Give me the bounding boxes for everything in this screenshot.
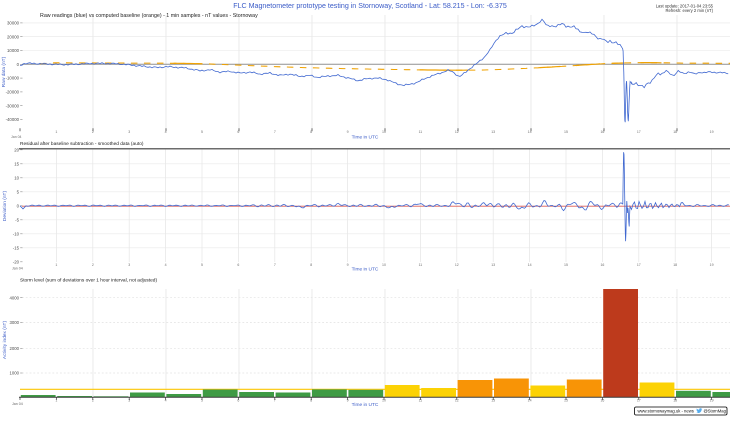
svg-text:10000: 10000: [7, 48, 20, 53]
svg-text:3: 3: [128, 263, 130, 267]
svg-text:2000: 2000: [9, 346, 19, 351]
svg-text:9: 9: [347, 130, 349, 134]
svg-text:9: 9: [347, 398, 349, 402]
svg-text:3: 3: [128, 398, 130, 402]
svg-text:5: 5: [201, 398, 203, 402]
svg-text:4: 4: [165, 398, 167, 402]
svg-text:6: 6: [237, 263, 239, 267]
svg-text:13: 13: [491, 263, 495, 267]
svg-text:15: 15: [564, 398, 568, 402]
svg-text:Jan 04: Jan 04: [12, 402, 23, 406]
svg-text:FLC Magnetometer prototype tes: FLC Magnetometer prototype testing in St…: [233, 2, 507, 10]
svg-text:6: 6: [237, 130, 239, 134]
svg-text:10: 10: [382, 130, 386, 134]
svg-text:-5: -5: [15, 217, 19, 222]
svg-text:16: 16: [600, 130, 604, 134]
svg-text:Raw readings (blue) vs compute: Raw readings (blue) vs computed baseline…: [40, 13, 258, 19]
svg-text:11: 11: [419, 398, 423, 402]
svg-text:-10000: -10000: [6, 76, 20, 81]
svg-text:14: 14: [528, 398, 532, 402]
svg-text:-30000: -30000: [6, 103, 20, 108]
svg-text:17: 17: [637, 263, 641, 267]
svg-text:14: 14: [528, 130, 532, 134]
svg-text:10: 10: [382, 263, 386, 267]
svg-text:20000: 20000: [7, 34, 20, 39]
svg-text:-20000: -20000: [6, 90, 20, 95]
svg-text:Time in UTC: Time in UTC: [352, 134, 379, 140]
svg-text:5: 5: [201, 263, 203, 267]
svg-text:16: 16: [600, 398, 604, 402]
svg-text:10: 10: [382, 398, 386, 402]
svg-text:5: 5: [17, 189, 20, 194]
svg-text:Activity index (nT): Activity index (nT): [2, 321, 8, 360]
svg-text:17: 17: [637, 398, 641, 402]
svg-text:Time in UTC: Time in UTC: [352, 266, 379, 272]
svg-text:19: 19: [710, 130, 714, 134]
svg-text:1: 1: [55, 263, 57, 267]
svg-text:-10: -10: [13, 231, 20, 236]
svg-text:15: 15: [564, 130, 568, 134]
svg-text:4: 4: [165, 263, 167, 267]
svg-text:8: 8: [310, 263, 312, 267]
svg-text:Residual after baseline subtra: Residual after baseline subtraction - sm…: [20, 141, 144, 147]
svg-text:3: 3: [128, 130, 130, 134]
svg-text:11: 11: [419, 263, 423, 267]
svg-text:13: 13: [491, 130, 495, 134]
svg-text:Jan 04: Jan 04: [11, 135, 22, 139]
svg-text:0: 0: [17, 203, 20, 208]
svg-text:8: 8: [310, 398, 312, 402]
svg-text:Refresh: every 2 min (nT): Refresh: every 2 min (nT): [666, 8, 714, 13]
svg-text:-20: -20: [13, 259, 20, 264]
svg-text:7: 7: [274, 130, 276, 134]
svg-text:Deviation (nT): Deviation (nT): [2, 191, 8, 222]
svg-text:13: 13: [491, 398, 495, 402]
svg-text:18: 18: [673, 398, 677, 402]
svg-text:7: 7: [274, 398, 276, 402]
svg-text:15: 15: [14, 161, 19, 166]
svg-text:Storm level (sum of deviations: Storm level (sum of deviations over 1 ho…: [20, 278, 157, 284]
svg-text:Jan 04: Jan 04: [12, 267, 23, 271]
svg-text:5: 5: [201, 130, 203, 134]
svg-text:1000: 1000: [9, 371, 19, 376]
svg-text:20: 20: [14, 147, 19, 152]
svg-text:www.stornowaymag.uk - news: www.stornowaymag.uk - news: [638, 409, 694, 414]
svg-text:Last update: 2017-01-04 23:55: Last update: 2017-01-04 23:55: [656, 4, 714, 9]
svg-text:12: 12: [455, 263, 459, 267]
svg-text:19: 19: [710, 398, 714, 402]
svg-text:19: 19: [710, 263, 714, 267]
svg-text:14: 14: [528, 263, 532, 267]
svg-text:2: 2: [92, 263, 94, 267]
svg-text:3000: 3000: [9, 320, 19, 325]
svg-text:6: 6: [237, 398, 239, 402]
svg-text:Time in UTC: Time in UTC: [352, 402, 379, 408]
svg-text:11: 11: [419, 130, 423, 134]
svg-text:0: 0: [17, 62, 20, 67]
svg-text:12: 12: [455, 130, 459, 134]
svg-text:12: 12: [455, 398, 459, 402]
svg-text:10: 10: [14, 175, 19, 180]
svg-text:15: 15: [564, 263, 568, 267]
svg-text:-15: -15: [13, 245, 20, 250]
svg-text:4000: 4000: [9, 295, 19, 300]
svg-text:7: 7: [274, 263, 276, 267]
svg-text:30000: 30000: [7, 21, 20, 26]
svg-text:18: 18: [673, 130, 677, 134]
svg-text:17: 17: [637, 130, 641, 134]
svg-text:1: 1: [55, 398, 57, 402]
svg-text:Raw data (nT): Raw data (nT): [1, 56, 7, 87]
svg-text:2: 2: [92, 130, 94, 134]
svg-text:1: 1: [55, 130, 57, 134]
svg-text:9: 9: [347, 263, 349, 267]
svg-text:18: 18: [673, 263, 677, 267]
svg-text:2: 2: [92, 398, 94, 402]
svg-text:4: 4: [165, 130, 167, 134]
svg-text:16: 16: [600, 263, 604, 267]
svg-text:@StornMag: @StornMag: [704, 409, 727, 414]
svg-text:-40000: -40000: [6, 117, 20, 122]
svg-text:8: 8: [310, 130, 312, 134]
